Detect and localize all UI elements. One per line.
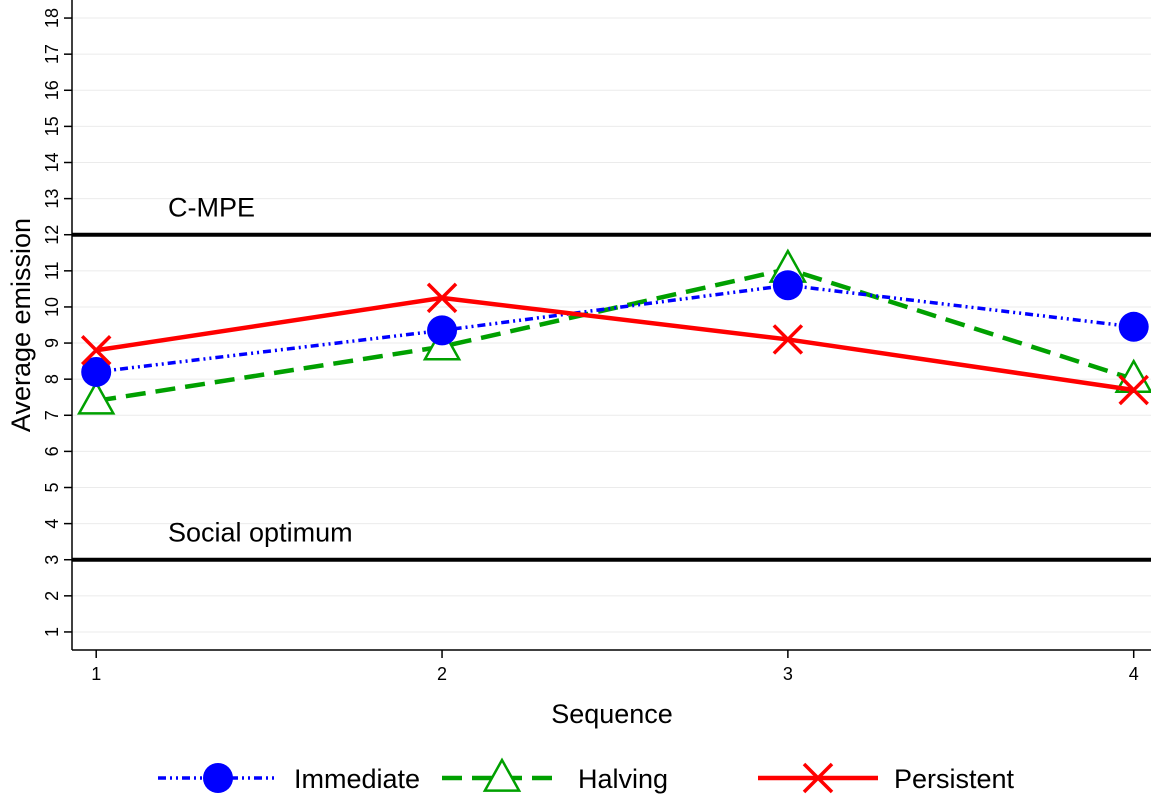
- reference-label: C-MPE: [168, 193, 255, 223]
- y-tick-label: 2: [42, 591, 62, 601]
- x-axis-title: Sequence: [551, 699, 673, 729]
- y-tick-label: 5: [42, 482, 62, 492]
- x-ticks: 1 2 3 4: [91, 650, 1139, 684]
- y-tick-label: 17: [42, 44, 62, 64]
- y-tick-label: 16: [42, 80, 62, 100]
- x-tick-label: 3: [783, 664, 793, 684]
- y-tick-label: 13: [42, 189, 62, 209]
- x-tick-label: 1: [91, 664, 101, 684]
- series-line: [95, 295, 1135, 393]
- y-tick-label: 10: [42, 297, 62, 317]
- y-tick-label: 9: [42, 338, 62, 348]
- reference-lines: C-MPE Social optimum: [72, 193, 1151, 562]
- data-point: [76, 380, 116, 415]
- data-point: [427, 315, 458, 346]
- data-point: [802, 762, 834, 794]
- data-point: [1118, 311, 1149, 342]
- reference-label: Social optimum: [168, 518, 353, 548]
- y-tick-label: 4: [42, 519, 62, 529]
- legend-label: Immediate: [294, 764, 420, 794]
- series: [76, 248, 1151, 415]
- y-tick-label: 7: [42, 410, 62, 420]
- data-point: [482, 757, 522, 792]
- legend-item-persistent: Persistent: [758, 762, 1015, 794]
- series-immediate: [81, 270, 1149, 387]
- data-point: [203, 763, 233, 793]
- legend-item-halving: Halving: [442, 757, 668, 794]
- y-tick-label: 12: [42, 225, 62, 245]
- x-tick-label: 2: [437, 664, 447, 684]
- y-tick-label: 8: [42, 374, 62, 384]
- y-tick-label: 11: [42, 261, 62, 280]
- y-tick-label: 1: [42, 627, 62, 637]
- series-halving: [76, 248, 1151, 415]
- y-axis-title: Average emission: [6, 218, 36, 432]
- legend-label: Halving: [578, 764, 668, 794]
- data-point: [772, 270, 803, 301]
- series-line: [95, 266, 1135, 404]
- y-tick-label: 18: [42, 8, 62, 28]
- axes: [71, 0, 1151, 651]
- y-tick-label: 3: [42, 555, 62, 565]
- y-tick-label: 6: [42, 446, 62, 456]
- data-point: [426, 282, 458, 314]
- y-tick-label: 15: [42, 116, 62, 136]
- series-persistent: [80, 282, 1149, 406]
- x-tick-label: 4: [1129, 664, 1139, 684]
- y-tick-label: 14: [42, 152, 62, 172]
- legend-label: Persistent: [894, 764, 1015, 794]
- legend: Immediate Halving Persistent: [158, 757, 1015, 794]
- data-point: [81, 356, 112, 387]
- series-line: [95, 283, 1134, 374]
- data-point: [772, 324, 804, 355]
- legend-item-immediate: Immediate: [158, 763, 420, 794]
- data-point: [1118, 374, 1149, 406]
- data-point: [80, 335, 112, 366]
